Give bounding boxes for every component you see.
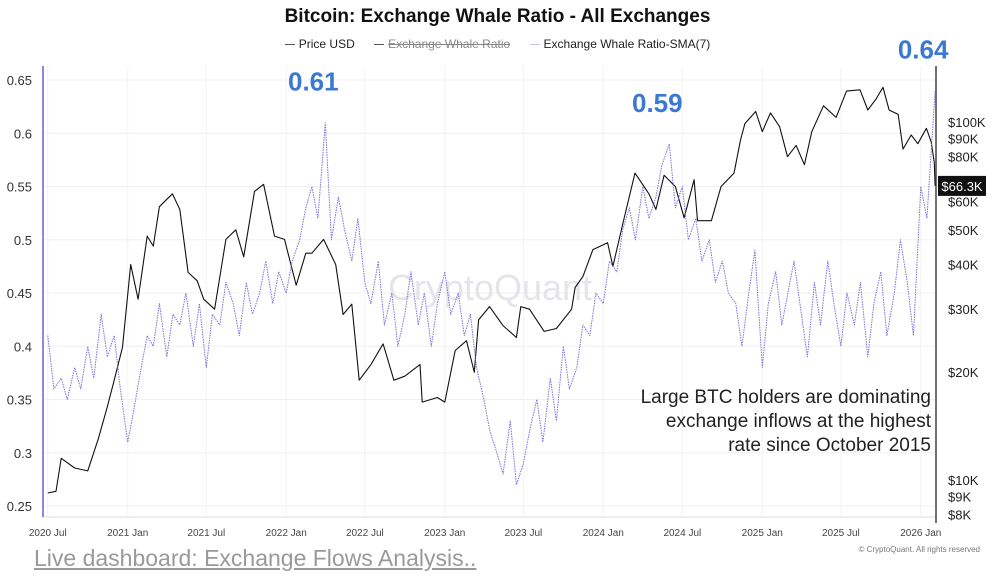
left-axis-tick-label: 0.35	[7, 393, 32, 408]
note-text: Large BTC holders are dominating	[641, 387, 931, 408]
copyright: © CryptoQuant. All rights reserved	[858, 545, 981, 554]
x-axis-tick-label: 2022 Jul	[346, 528, 384, 539]
peak-annotation: 0.61	[288, 67, 339, 97]
x-axis-tick-label: 2021 Jan	[107, 528, 148, 539]
right-axis-tick-label: $20K	[948, 365, 979, 380]
x-axis-tick-label: 2023 Jul	[504, 528, 542, 539]
x-axis-tick-label: 2024 Jul	[663, 528, 701, 539]
x-axis-tick-label: 2020 Jul	[29, 528, 67, 539]
left-axis-tick-label: 0.4	[14, 339, 32, 354]
x-axis-tick-label: 2023 Jan	[424, 528, 465, 539]
left-axis-tick-label: 0.45	[7, 286, 32, 301]
left-axis-tick-label: 0.6	[14, 126, 32, 141]
right-axis-tick-label: $40K	[948, 257, 979, 272]
legend: Price USD Exchange Whale Ratio Exchange …	[0, 37, 995, 51]
current-price-badge	[938, 175, 986, 196]
x-axis-tick-label: 2025 Jan	[742, 528, 783, 539]
right-axis-tick-label: $10K	[948, 473, 979, 488]
legend-item-whale-ratio[interactable]: Exchange Whale Ratio	[374, 37, 510, 51]
price-line	[47, 86, 936, 494]
x-axis-tick-label: 2021 Jul	[187, 528, 225, 539]
legend-item-price[interactable]: Price USD	[284, 37, 355, 51]
left-axis-tick-label: 0.5	[14, 233, 32, 248]
note-text: rate since October 2015	[728, 435, 931, 456]
legend-label: Price USD	[298, 37, 355, 51]
legend-item-whale-ratio-sma[interactable]: Exchange Whale Ratio-SMA(7)	[529, 37, 711, 51]
x-axis-tick-label: 2024 Jan	[583, 528, 624, 539]
right-axis-tick-label: $100K	[948, 115, 986, 130]
right-axis-tick-label: $60K	[948, 194, 979, 209]
right-axis-tick-label: $80K	[948, 150, 979, 165]
legend-label: Exchange Whale Ratio	[388, 37, 511, 51]
whale-ratio-sma-line	[47, 90, 936, 486]
legend-swatch	[284, 44, 295, 46]
watermark: CryptoQuant	[388, 267, 592, 308]
right-axis-tick-label: $90K	[948, 131, 979, 146]
live-dashboard-link[interactable]: Live dashboard: Exchange Flows Analysis.…	[34, 545, 477, 571]
left-axis-tick-label: 0.55	[7, 180, 32, 195]
x-axis-tick-label: 2026 Jan	[900, 528, 941, 539]
left-axis-tick-label: 0.65	[7, 73, 32, 88]
x-axis-tick-label: 2025 Jul	[822, 528, 860, 539]
x-axis-tick-label: 2022 Jan	[266, 528, 307, 539]
left-axis-tick-label: 0.3	[14, 446, 32, 461]
right-axis-tick-label: $8K	[948, 508, 971, 523]
right-axis-tick-label: $50K	[948, 223, 979, 238]
current-price-label: $66.3K	[941, 179, 983, 194]
legend-swatch	[529, 44, 540, 46]
peak-annotation: 0.64	[898, 35, 949, 65]
legend-swatch	[374, 44, 385, 46]
legend-label: Exchange Whale Ratio-SMA(7)	[543, 37, 711, 51]
peak-annotation: 0.59	[632, 88, 683, 118]
left-axis-tick-label: 0.25	[7, 499, 32, 514]
right-axis-tick-label: $9K	[948, 489, 971, 504]
note-text: exchange inflows at the highest	[666, 411, 932, 432]
right-axis-tick-label: $30K	[948, 302, 979, 317]
chart-title: Bitcoin: Exchange Whale Ratio - All Exch…	[284, 6, 711, 27]
